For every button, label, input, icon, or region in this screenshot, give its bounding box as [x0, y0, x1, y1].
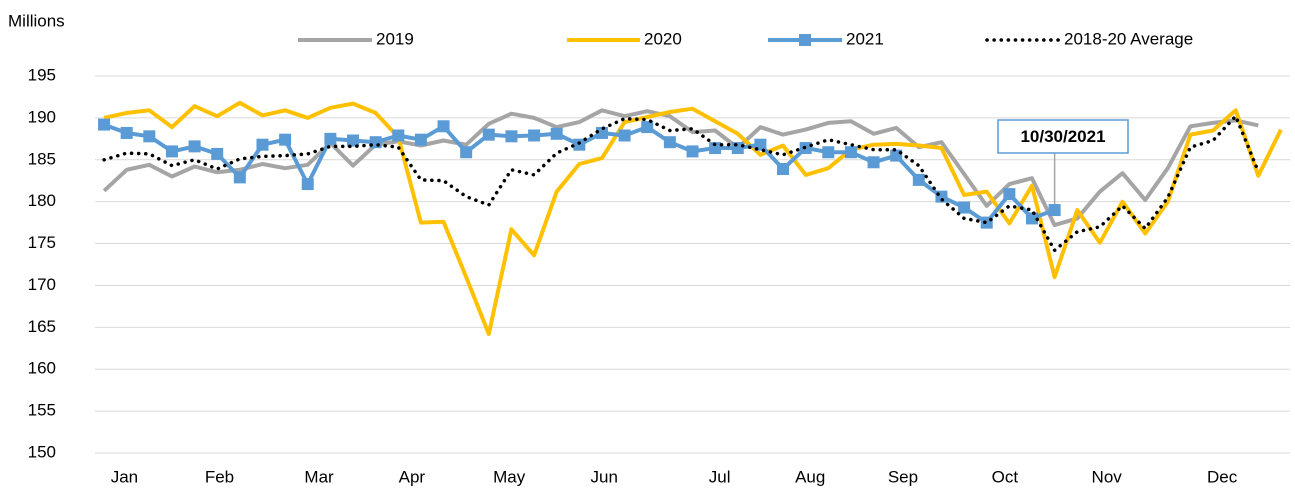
y-tick-label: 165: [28, 317, 56, 336]
data-marker: [731, 142, 744, 155]
legend-label: 2018-20 Average: [1064, 29, 1193, 48]
legend-label: 2021: [846, 29, 884, 48]
data-marker: [98, 118, 111, 131]
y-tick-label: 185: [28, 149, 56, 168]
series-line: [102, 108, 1259, 228]
x-tick-label: May: [493, 467, 526, 486]
data-marker: [437, 120, 450, 133]
legend-marker: [799, 34, 811, 46]
annotation-box: [997, 119, 1129, 154]
x-tick-label: Dec: [1207, 467, 1238, 486]
legend-label: 2019: [376, 29, 414, 48]
data-marker: [347, 134, 360, 147]
x-tick-label: Nov: [1092, 467, 1123, 486]
data-marker: [460, 146, 473, 159]
x-tick-label: Jun: [591, 467, 618, 486]
data-marker: [301, 178, 314, 191]
data-marker: [256, 138, 269, 151]
data-marker: [618, 129, 631, 142]
y-tick-label: 150: [28, 442, 56, 461]
data-marker: [1003, 188, 1016, 201]
y-tick-label: 180: [28, 191, 56, 210]
y-axis-label: Millions: [8, 11, 65, 30]
data-marker: [550, 127, 563, 140]
x-tick-label: Jul: [709, 467, 731, 486]
data-marker: [120, 126, 133, 139]
annotation-text: 10/30/2021: [1020, 127, 1105, 146]
x-tick-label: Aug: [795, 467, 825, 486]
series-line: [102, 114, 1261, 253]
y-tick-label: 190: [28, 107, 56, 126]
data-marker: [414, 133, 427, 146]
data-marker: [686, 145, 699, 158]
data-marker: [211, 147, 224, 160]
data-marker: [392, 129, 405, 142]
x-tick-label: Apr: [399, 467, 426, 486]
data-marker: [233, 171, 246, 184]
y-tick-label: 170: [28, 275, 56, 294]
y-tick-label: 195: [28, 65, 56, 84]
legend-label: 2020: [644, 29, 682, 48]
data-marker: [867, 156, 880, 169]
x-tick-label: Oct: [992, 467, 1019, 486]
y-tick-label: 160: [28, 359, 56, 378]
data-marker: [595, 126, 608, 139]
data-marker: [912, 173, 925, 186]
data-marker: [505, 130, 518, 143]
data-marker: [777, 162, 790, 175]
data-marker: [1048, 204, 1061, 217]
x-tick-label: Jan: [111, 467, 138, 486]
y-tick-label: 175: [28, 233, 56, 252]
data-marker: [482, 128, 495, 141]
data-marker: [1025, 212, 1038, 225]
data-marker: [324, 132, 337, 145]
data-marker: [709, 142, 722, 155]
x-tick-label: Feb: [205, 467, 234, 486]
x-tick-label: Mar: [304, 467, 334, 486]
data-marker: [188, 140, 201, 153]
data-marker: [279, 133, 292, 146]
y-tick-label: 155: [28, 401, 56, 420]
data-marker: [822, 146, 835, 159]
data-marker: [165, 145, 178, 158]
data-marker: [663, 136, 676, 149]
data-marker: [844, 146, 857, 159]
data-marker: [528, 129, 541, 142]
x-tick-label: Sep: [888, 467, 918, 486]
data-marker: [641, 121, 654, 134]
data-marker: [958, 201, 971, 214]
data-marker: [143, 130, 156, 143]
series-line: [103, 100, 1283, 336]
